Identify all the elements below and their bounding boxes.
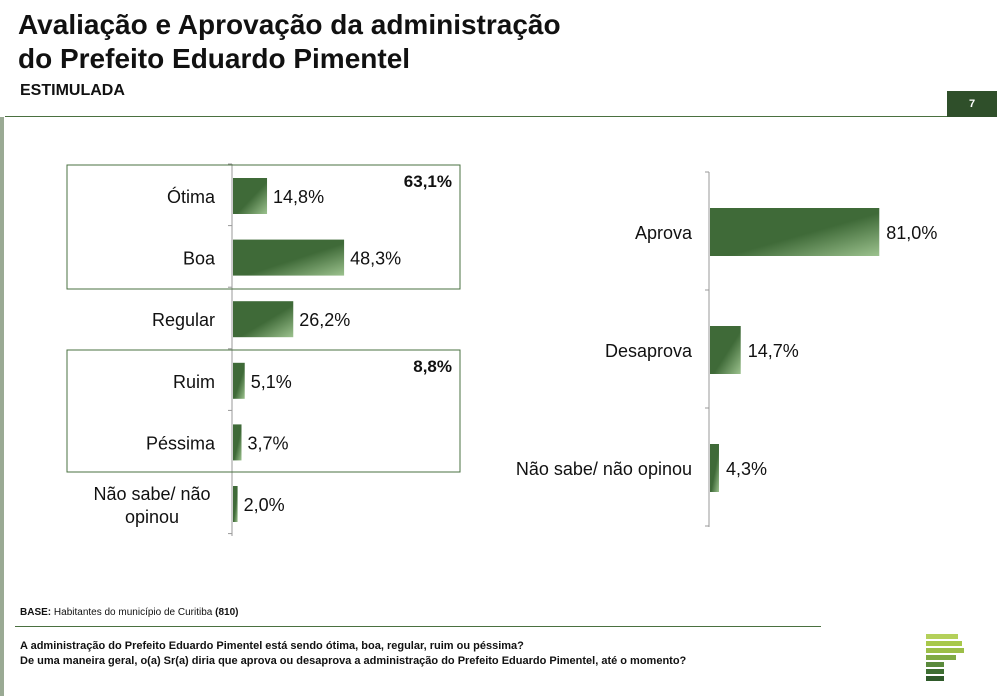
category-label-boa: Boa <box>183 249 216 269</box>
group-total-label: 63,1% <box>404 172 452 191</box>
value-label-boa: 48,3% <box>350 249 401 269</box>
category-label-nao-sabe-nao-opinou: Não sabe/ não opinou <box>516 459 692 479</box>
category-label-nao-sabe-nao-opinou-line1: Não sabe/ não <box>93 484 210 504</box>
category-label-ruim: Ruim <box>173 372 215 392</box>
group-box <box>66 164 461 290</box>
value-label-desaprova: 14,7% <box>748 341 799 361</box>
logo-bar-3 <box>926 648 964 653</box>
bar-ruim <box>233 362 245 399</box>
bar-nao-sabe-nao-opinou <box>710 444 719 492</box>
bar-otima <box>233 178 268 214</box>
question-2: De uma maneira geral, o(a) Sr(a) diria q… <box>20 655 687 667</box>
bar-regular <box>233 301 294 338</box>
bar-nao-sabe-nao-opinou <box>233 486 238 522</box>
category-label-nao-sabe-nao-opinou-line2: opinou <box>125 507 179 527</box>
group-box <box>66 349 461 473</box>
bar-desaprova <box>710 326 741 374</box>
value-label-nao-sabe-nao-opinou: 2,0% <box>244 495 285 515</box>
base-label: BASE: <box>20 607 52 618</box>
value-label-regular: 26,2% <box>299 310 350 330</box>
page-title: Avaliação e Aprovação da administração d… <box>18 8 561 76</box>
company-logo <box>926 634 964 681</box>
title-line-1: Avaliação e Aprovação da administração <box>18 9 561 40</box>
left-edge-strip <box>0 117 4 696</box>
group-total-label: 8,8% <box>413 357 452 376</box>
value-label-otima: 14,8% <box>273 187 324 207</box>
page-subtitle: ESTIMULADA <box>20 82 125 99</box>
logo-bar-6 <box>926 669 944 674</box>
category-label-desaprova: Desaprova <box>605 341 693 361</box>
value-label-nao-sabe-nao-opinou: 4,3% <box>726 459 767 479</box>
value-label-aprova: 81,0% <box>886 223 937 243</box>
base-note: BASE: Habitantes do município de Curitib… <box>20 607 238 618</box>
bar-boa <box>233 239 345 276</box>
category-label-aprova: Aprova <box>635 223 693 243</box>
logo-bar-7 <box>926 676 944 681</box>
footer-divider <box>15 626 821 627</box>
category-label-pessima: Péssima <box>146 433 216 453</box>
header-divider <box>5 116 947 117</box>
category-label-regular: Regular <box>152 310 215 330</box>
title-line-2: do Prefeito Eduardo Pimentel <box>18 43 411 74</box>
evaluation-bar-chart: 63,1% 8,8% 14,8% Ótima 48,3% Boa 26,2% Regular 5… <box>66 163 461 536</box>
base-sample-size: (810) <box>215 607 239 618</box>
value-label-pessima: 3,7% <box>248 433 289 453</box>
value-label-ruim: 5,1% <box>251 372 292 392</box>
base-text: Habitantes do município de Curitiba <box>53 607 213 618</box>
approval-bar-chart: 81,0% Aprova 14,7% Desaprova 4,3% Não sabe/ n… <box>516 171 937 527</box>
category-label-otima: Ótima <box>167 186 216 207</box>
question-1: A administração do Prefeito Eduardo Pime… <box>20 640 524 652</box>
bar-aprova <box>710 208 880 256</box>
logo-bar-4 <box>926 655 956 660</box>
logo-bar-5 <box>926 662 944 667</box>
page-number-badge: 7 <box>947 91 997 117</box>
bar-pessima <box>233 424 242 461</box>
logo-bar-2 <box>926 641 962 646</box>
logo-bar-1 <box>926 634 958 639</box>
